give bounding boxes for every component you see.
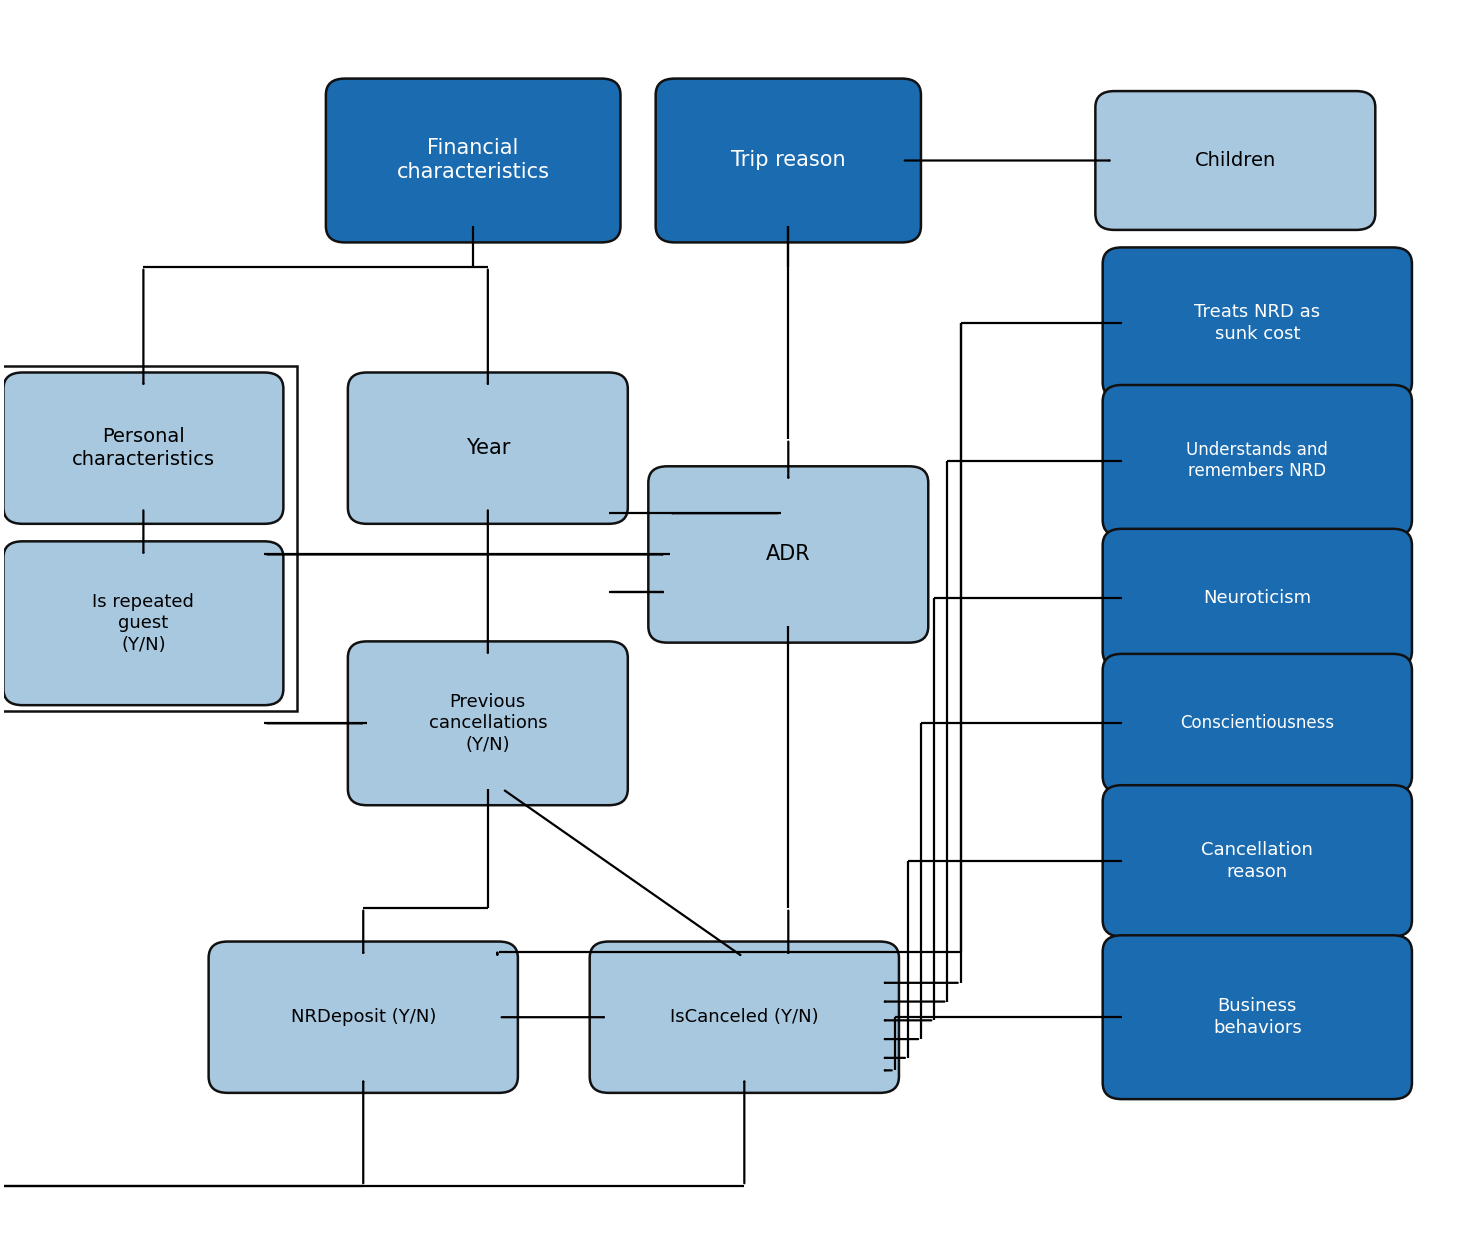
- FancyBboxPatch shape: [348, 641, 628, 806]
- FancyBboxPatch shape: [3, 373, 283, 524]
- FancyBboxPatch shape: [649, 466, 929, 642]
- Text: Business
behaviors: Business behaviors: [1213, 997, 1302, 1037]
- Bar: [0, 366, 296, 711]
- FancyBboxPatch shape: [590, 942, 899, 1093]
- Text: Trip reason: Trip reason: [731, 151, 846, 170]
- FancyBboxPatch shape: [3, 541, 283, 705]
- FancyBboxPatch shape: [1103, 935, 1412, 1099]
- Text: Understands and
remembers NRD: Understands and remembers NRD: [1187, 441, 1328, 481]
- Text: Previous
cancellations
(Y/N): Previous cancellations (Y/N): [429, 692, 547, 754]
- FancyBboxPatch shape: [1103, 385, 1412, 536]
- FancyBboxPatch shape: [1103, 786, 1412, 937]
- Text: Personal
characteristics: Personal characteristics: [72, 427, 215, 470]
- FancyBboxPatch shape: [1103, 248, 1412, 399]
- FancyBboxPatch shape: [1095, 91, 1375, 230]
- Text: NRDeposit (Y/N): NRDeposit (Y/N): [290, 1008, 436, 1026]
- Text: Cancellation
reason: Cancellation reason: [1201, 841, 1313, 880]
- FancyBboxPatch shape: [348, 373, 628, 524]
- Text: Financial
characteristics: Financial characteristics: [397, 138, 550, 183]
- FancyBboxPatch shape: [1103, 529, 1412, 667]
- Text: Neuroticism: Neuroticism: [1203, 589, 1312, 607]
- FancyBboxPatch shape: [326, 78, 621, 243]
- Text: Year: Year: [466, 438, 510, 458]
- Text: Children: Children: [1195, 151, 1276, 170]
- Text: Conscientiousness: Conscientiousness: [1181, 714, 1334, 733]
- Text: Treats NRD as
sunk cost: Treats NRD as sunk cost: [1194, 303, 1321, 342]
- Text: ADR: ADR: [766, 544, 811, 564]
- FancyBboxPatch shape: [1103, 653, 1412, 793]
- FancyBboxPatch shape: [209, 942, 517, 1093]
- Text: Is repeated
guest
(Y/N): Is repeated guest (Y/N): [93, 593, 195, 653]
- FancyBboxPatch shape: [656, 78, 921, 243]
- Text: IsCanceled (Y/N): IsCanceled (Y/N): [671, 1008, 818, 1026]
